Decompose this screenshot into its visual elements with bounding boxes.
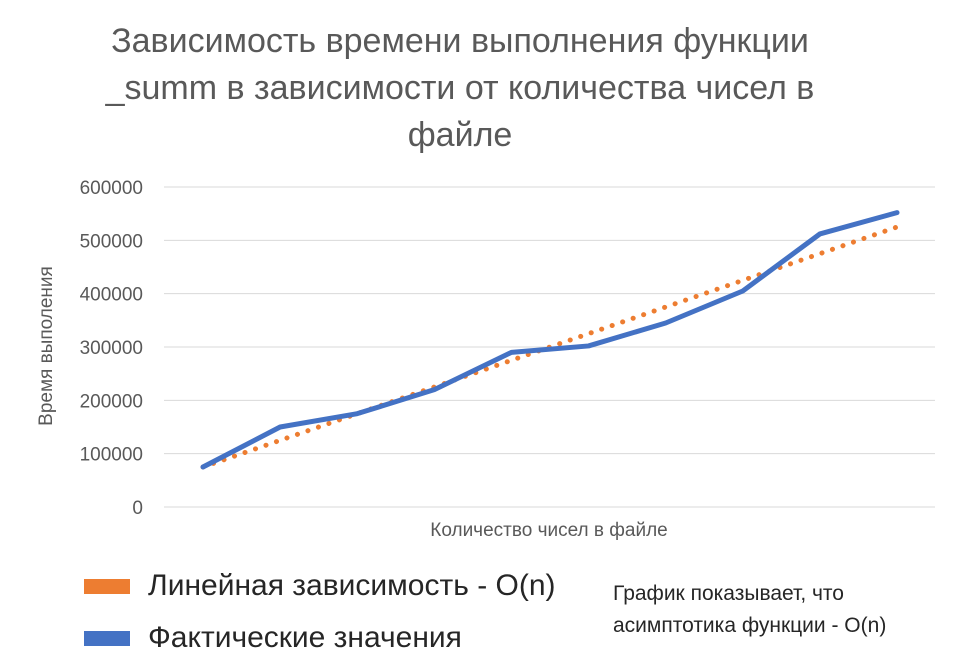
x-axis-title: Количество чисел в файле — [430, 520, 667, 541]
legend: Линейная зависимость - O(n) Фактические … — [84, 560, 556, 664]
legend-swatch-actual — [84, 630, 130, 646]
y-tick-label: 0 — [132, 498, 143, 519]
annotation-line-2: асимптотика функции - O(n) — [613, 614, 887, 637]
legend-label-actual: Фактические значения — [148, 621, 462, 654]
y-tick-label: 400000 — [80, 285, 143, 306]
series-line-actual — [200, 210, 900, 470]
legend-item-linear: Линейная зависимость - O(n) — [84, 560, 556, 612]
annotation-line-1: График показывает, что — [613, 582, 844, 605]
legend-swatch-linear — [84, 578, 130, 594]
legend-item-actual: Фактические значения — [84, 612, 556, 664]
y-tick-label: 300000 — [80, 338, 143, 359]
chart-title: Зависимость времени выполнения функции _… — [105, 22, 815, 154]
y-tick-label: 600000 — [80, 178, 143, 199]
legend-label-linear: Линейная зависимость - O(n) — [148, 569, 556, 602]
y-tick-label: 500000 — [80, 231, 143, 252]
y-axis-title: Время выполения — [36, 266, 57, 426]
y-tick-label: 100000 — [80, 445, 143, 466]
annotation-note: График показывает, что асимптотика функц… — [613, 578, 953, 642]
y-tick-label: 200000 — [80, 391, 143, 412]
